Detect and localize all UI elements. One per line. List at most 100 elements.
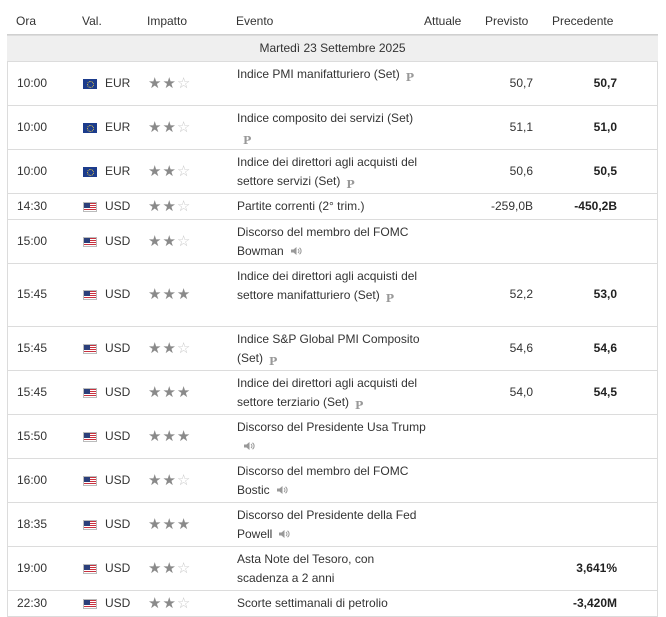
event-text[interactable]: Indice dei direttori agli acquisti del s…: [237, 376, 418, 409]
event-text[interactable]: Indice S&P Global PMI Composito (Set): [237, 332, 420, 365]
table-row[interactable]: 16:00 USD ★★☆ Discorso del membro del FOMC …: [7, 459, 658, 503]
speaker-icon: [290, 243, 302, 262]
event-text[interactable]: Indice PMI manifatturiero (Set): [237, 67, 400, 81]
event-text[interactable]: Discorso del Presidente Usa Trump: [237, 420, 426, 434]
currency-code: USD: [105, 287, 131, 301]
event-name[interactable]: Indice dei direttori agli acquisti del s…: [237, 153, 427, 194]
previous-value: 54,5: [593, 385, 617, 399]
col-ora[interactable]: Ora: [16, 14, 37, 28]
event-name[interactable]: Indice dei direttori agli acquisti del s…: [237, 374, 427, 415]
currency-code: USD: [105, 517, 131, 531]
currency-code: USD: [105, 199, 131, 213]
currency-code: USD: [105, 341, 131, 355]
col-impatto[interactable]: Impatto: [147, 14, 188, 28]
star-filled-icon: ★: [148, 472, 163, 489]
event-time: 19:00: [17, 561, 48, 575]
previous-value: 50,5: [593, 164, 617, 178]
event-text[interactable]: Discorso del membro del FOMC Bostic: [237, 464, 409, 497]
event-time: 18:35: [17, 517, 48, 531]
star-filled-icon: ★: [162, 595, 177, 612]
event-name[interactable]: Partite correnti (2° trim.): [237, 197, 427, 216]
star-empty-icon: ☆: [176, 472, 192, 489]
report-preliminary-icon: P: [385, 292, 395, 305]
currency-code: USD: [105, 234, 131, 248]
table-row[interactable]: 10:00 EUR ★★☆ Indice composito dei servizi …: [7, 106, 658, 150]
star-filled-icon: ★: [162, 560, 177, 577]
col-val[interactable]: Val.: [82, 14, 102, 28]
star-empty-icon: ☆: [176, 233, 192, 250]
event-time: 10:00: [17, 120, 48, 134]
impact-stars: ★★☆: [148, 472, 192, 489]
star-filled-icon: ★: [176, 286, 192, 303]
event-text[interactable]: Partite correnti (2° trim.): [237, 199, 365, 213]
table-row[interactable]: 14:30 USD ★★☆ Partite correnti (2° trim.) -2…: [7, 194, 658, 220]
table-row[interactable]: 15:45 USD ★★☆ Indice S&P Global PMI Composi…: [7, 327, 658, 371]
event-name[interactable]: Indice PMI manifatturiero (Set) P: [237, 65, 427, 87]
previous-value: -3,420M: [572, 596, 617, 610]
table-row[interactable]: 15:45 USD ★★★ Indice dei direttori agli acq…: [7, 264, 658, 327]
event-text[interactable]: Discorso del Presidente della Fed Powell: [237, 508, 417, 541]
us-flag-icon: [83, 520, 97, 530]
star-empty-icon: ☆: [176, 198, 192, 215]
forecast-value: 51,1: [509, 120, 533, 134]
col-precedente[interactable]: Precedente: [552, 14, 614, 28]
forecast-value: 54,0: [509, 385, 533, 399]
star-filled-icon: ★: [148, 286, 163, 303]
impact-stars: ★★★: [148, 516, 191, 533]
previous-value: 50,7: [593, 76, 617, 90]
event-name[interactable]: Discorso del Presidente della Fed Powell: [237, 506, 427, 545]
event-name[interactable]: Indice S&P Global PMI Composito (Set) P: [237, 330, 427, 371]
event-name[interactable]: Discorso del membro del FOMC Bostic: [237, 462, 427, 501]
table-row[interactable]: 18:35 USD ★★★ Discorso del Presidente della…: [7, 503, 658, 547]
event-text[interactable]: Indice dei direttori agli acquisti del s…: [237, 155, 418, 188]
star-filled-icon: ★: [148, 516, 163, 533]
star-filled-icon: ★: [162, 75, 177, 92]
event-name[interactable]: Discorso del Presidente Usa Trump: [237, 418, 427, 457]
us-flag-icon: [83, 237, 97, 247]
report-preliminary-icon: P: [346, 178, 355, 191]
event-name[interactable]: Indice composito dei servizi (Set) P: [237, 109, 427, 150]
star-empty-icon: ☆: [176, 340, 192, 357]
event-text[interactable]: Indice composito dei servizi (Set): [237, 111, 414, 125]
forecast-value: 50,7: [509, 76, 533, 90]
table-row[interactable]: 19:00 USD ★★☆ Asta Note del Tesoro, con sca…: [7, 547, 658, 591]
previous-value: 3,641%: [576, 561, 617, 575]
star-filled-icon: ★: [162, 516, 177, 533]
forecast-value: -259,0B: [490, 199, 533, 213]
previous-value: 53,0: [593, 287, 617, 301]
impact-stars: ★★☆: [148, 163, 191, 180]
table-row[interactable]: 15:00 USD ★★☆ Discorso del membro del FOMC …: [7, 220, 658, 264]
day-separator: Martedì 23 Settembre 2025: [7, 35, 658, 62]
event-name[interactable]: Discorso del membro del FOMC Bowman: [237, 223, 427, 262]
table-row[interactable]: 22:30 USD ★★☆ Scorte settimanali di petroli…: [7, 591, 658, 617]
table-row[interactable]: 15:50 USD ★★★ Discorso del Presidente Usa T…: [7, 415, 658, 459]
col-evento[interactable]: Evento: [236, 14, 274, 28]
star-filled-icon: ★: [162, 163, 177, 180]
impact-stars: ★★☆: [148, 198, 192, 215]
eu-flag-icon: [83, 79, 97, 89]
event-text[interactable]: Discorso del membro del FOMC Bowman: [237, 225, 409, 258]
event-name[interactable]: Asta Note del Tesoro, con scadenza a 2 a…: [237, 550, 427, 588]
col-previsto[interactable]: Previsto: [485, 14, 529, 28]
event-time: 15:00: [17, 234, 48, 248]
table-row[interactable]: 15:45 USD ★★★ Indice dei direttori agli acq…: [7, 371, 658, 415]
impact-stars: ★★☆: [148, 75, 191, 92]
event-text[interactable]: Scorte settimanali di petrolio: [237, 596, 388, 610]
table-row[interactable]: 10:00 EUR ★★☆ Indice PMI manifatturiero (Se…: [7, 62, 658, 106]
event-time: 10:00: [17, 164, 48, 178]
report-preliminary-icon: P: [243, 134, 252, 147]
currency-code: EUR: [105, 120, 131, 134]
star-filled-icon: ★: [162, 119, 177, 136]
table-row[interactable]: 10:00 EUR ★★☆ Indice dei direttori agli acq…: [7, 150, 658, 194]
event-text[interactable]: Asta Note del Tesoro, con scadenza a 2 a…: [237, 552, 375, 585]
eu-flag-icon: [83, 123, 97, 133]
us-flag-icon: [83, 388, 97, 398]
impact-stars: ★★★: [148, 286, 192, 303]
event-name[interactable]: Scorte settimanali di petrolio: [237, 594, 427, 613]
event-name[interactable]: Indice dei direttori agli acquisti del s…: [237, 267, 427, 308]
col-attuale[interactable]: Attuale: [424, 14, 462, 28]
previous-value: 51,0: [593, 120, 617, 134]
star-empty-icon: ☆: [176, 595, 192, 612]
star-filled-icon: ★: [148, 75, 163, 92]
event-text[interactable]: Indice dei direttori agli acquisti del s…: [237, 269, 418, 302]
